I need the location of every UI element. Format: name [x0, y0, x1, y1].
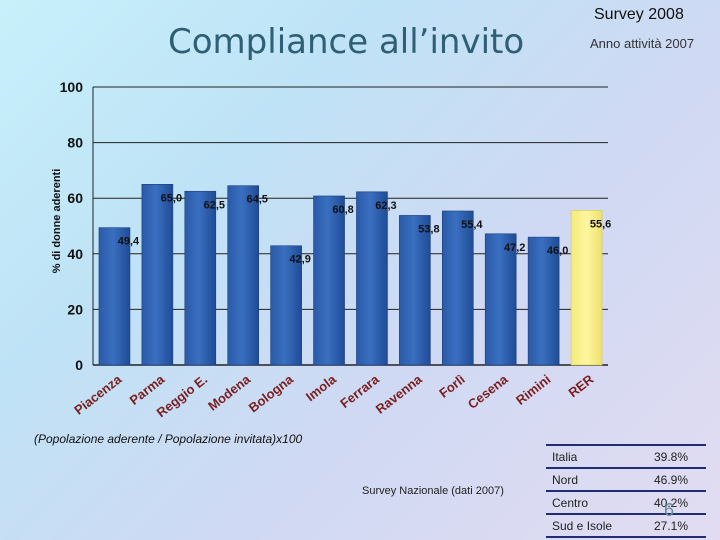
bar-2 [184, 190, 217, 366]
data-label: 42,9 [289, 254, 310, 266]
stats-value: 39.8% [654, 449, 689, 464]
data-label: 64,5 [246, 194, 267, 206]
bar-4 [270, 245, 302, 366]
data-label: 55,4 [461, 219, 483, 231]
page-number: 6 [664, 500, 675, 520]
formula-note: (Popolazione aderente / Popolazione invi… [34, 432, 303, 446]
data-label: 55,6 [590, 218, 611, 230]
stats-label: Nord [552, 472, 579, 487]
stats-label: Centro [552, 495, 589, 510]
stats-value: 27.1% [654, 518, 689, 533]
y-tick-label: 100 [60, 79, 84, 95]
y-tick-label: 80 [67, 135, 83, 151]
x-tick-label: Forlì [436, 372, 467, 401]
stats-row-italia: Italia 39.8% [546, 444, 706, 469]
data-label: 46,0 [547, 245, 568, 257]
stats-value: 46.9% [654, 472, 689, 487]
bar-6 [356, 191, 388, 366]
stats-row-centro: Centro 40.2% [546, 492, 706, 515]
data-label: 62,5 [204, 199, 225, 211]
data-label: 60,8 [332, 204, 353, 216]
data-label: 47,2 [504, 242, 525, 254]
y-tick-label: 20 [67, 301, 83, 317]
x-tick-label: Cesena [465, 371, 511, 412]
x-tick-label: RER [566, 371, 597, 400]
data-label: 49,4 [118, 236, 140, 248]
stats-value: 40.2% [654, 495, 689, 510]
y-axis-title: % di donne aderenti [51, 169, 63, 274]
stats-row-sud: Sud e Isole 27.1% [546, 515, 706, 538]
bar-0 [98, 227, 131, 366]
x-tick-label: Rimini [513, 372, 554, 408]
slide-title: Compliance all’invito [168, 22, 525, 62]
activity-year-label: Anno attività 2007 [590, 36, 695, 51]
y-tick-label: 60 [67, 190, 83, 206]
data-label: 53,8 [418, 223, 439, 235]
stats-label: Sud e Isole [552, 518, 613, 533]
stats-label: Italia [552, 449, 578, 464]
x-tick-label: Imola [303, 371, 340, 404]
survey-label: Survey 2008 [594, 6, 684, 23]
bar-10 [527, 236, 560, 366]
x-tick-label: Bologna [246, 371, 297, 415]
x-tick-label: Piacenza [71, 371, 125, 418]
national-survey-label: Survey Nazionale (dati 2007) [362, 485, 504, 497]
y-tick-label: 0 [75, 357, 83, 373]
bar-7 [399, 215, 431, 366]
national-stats-table: Italia 39.8% Nord 46.9% Centro 40.2% Sud… [546, 444, 706, 538]
bar-5 [313, 195, 345, 366]
x-tick-label: Modena [205, 371, 254, 414]
bar-11 [570, 210, 603, 366]
data-label: 65,0 [161, 192, 182, 204]
data-label: 62,3 [375, 200, 396, 212]
y-tick-label: 40 [67, 246, 83, 262]
stats-row-nord: Nord 46.9% [546, 469, 706, 492]
bar-9 [484, 233, 517, 366]
bar-3 [227, 185, 260, 366]
bar-1 [141, 184, 174, 366]
x-tick-label: Ravenna [373, 371, 426, 417]
bar-8 [441, 210, 474, 366]
